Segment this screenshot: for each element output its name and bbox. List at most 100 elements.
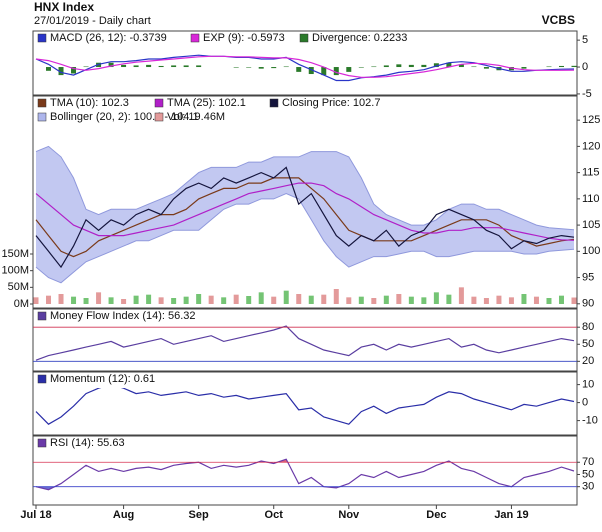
bar: [421, 64, 427, 68]
bar: [296, 67, 302, 72]
bar: [158, 297, 164, 304]
legend-label: EXP (9): -0.5973: [203, 32, 285, 44]
bar: [183, 65, 189, 68]
y-tick-label: 95: [582, 271, 594, 283]
bar: [71, 296, 77, 304]
x-tick-label: Sep: [189, 509, 209, 521]
line: [35, 182, 575, 241]
bar: [246, 67, 252, 68]
y-tick-label: 0: [582, 61, 588, 73]
legend: MACD (26, 12): -0.3739 EXP (9): -0.5973 Di…: [34, 32, 415, 47]
plot: [35, 383, 575, 425]
y-tick-label: 105: [582, 219, 600, 231]
legend-swatch: [154, 98, 164, 108]
plot: [35, 54, 577, 82]
legend: Momentum (12): 0.61: [34, 373, 163, 388]
bar: [196, 294, 202, 304]
y-tick-label: 30: [582, 481, 594, 493]
bar: [358, 296, 364, 304]
line: [35, 54, 575, 82]
bar: [433, 292, 439, 304]
legend-label: Divergence: 0.2233: [312, 32, 407, 44]
bar: [471, 66, 477, 68]
y-tick-label: 110: [582, 193, 600, 205]
y-tick-label: 100: [582, 245, 600, 257]
bar: [158, 65, 164, 68]
bar: [46, 67, 52, 71]
legend-label: Money Flow Index (14): 56.32: [50, 310, 196, 322]
legend-label: Closing Price: 102.7: [282, 97, 380, 109]
legend-swatch: [37, 311, 47, 321]
bar: [33, 297, 39, 304]
y-tick-label: 5: [582, 34, 588, 46]
legend-swatch: [269, 98, 279, 108]
bar: [46, 295, 52, 304]
bar: [108, 297, 114, 304]
legend-label: TMA (25): 102.1: [167, 97, 246, 109]
bar: [546, 298, 552, 304]
legend-bg: [34, 437, 132, 452]
bar: [246, 296, 252, 304]
plot: [33, 145, 577, 304]
x-tick-label: Oct: [265, 509, 284, 521]
bar: [108, 62, 114, 68]
y-tick-label: 125: [582, 114, 600, 126]
plot: [33, 325, 577, 362]
y2-tick-label: 100M: [1, 265, 29, 277]
bar: [558, 65, 564, 68]
chart-subtitle: 27/01/2019 - Daily chart: [34, 15, 151, 27]
legend-bg: [34, 373, 163, 388]
bar: [571, 297, 577, 304]
line: [35, 325, 575, 361]
bar: [458, 64, 464, 68]
legend-label: RSI (14): 55.63: [50, 437, 125, 449]
legend-swatch: [37, 98, 47, 108]
bar: [408, 64, 414, 68]
bar: [296, 294, 302, 304]
bar: [83, 298, 89, 304]
bar: [346, 297, 352, 304]
y-tick-label: 10: [582, 379, 594, 391]
bar: [383, 65, 389, 68]
legend: RSI (14): 55.63: [34, 437, 132, 452]
y2-tick-label: 50M: [8, 281, 29, 293]
y-tick-label: -10: [582, 415, 598, 427]
legend-swatch: [299, 33, 309, 43]
bar: [446, 294, 452, 304]
chart-title: HNX Index: [34, 0, 94, 14]
bar: [196, 65, 202, 68]
bollinger-band: [36, 146, 574, 283]
legend-label: Momentum (12): 0.61: [50, 373, 155, 385]
bar: [133, 295, 139, 304]
bar: [396, 64, 402, 68]
bar: [396, 294, 402, 304]
legend-swatch: [37, 112, 47, 122]
bar: [571, 65, 577, 68]
legend-bg: [34, 97, 388, 126]
bar: [546, 66, 552, 68]
bar: [321, 67, 327, 76]
legend-bg: [34, 310, 203, 325]
bar: [96, 292, 102, 304]
line: [35, 458, 575, 491]
legend-swatch: [190, 33, 200, 43]
bar: [308, 67, 314, 75]
y-tick-label: 50: [582, 468, 594, 480]
bar: [408, 296, 414, 304]
bollinger-lower: [35, 193, 575, 284]
line: [35, 166, 575, 269]
bar: [183, 296, 189, 304]
bar: [421, 297, 427, 304]
bar: [471, 296, 477, 304]
line: [35, 383, 575, 425]
bar: [221, 297, 227, 304]
bar: [58, 67, 64, 76]
bar: [371, 66, 377, 68]
bar: [83, 66, 89, 68]
bar: [521, 67, 527, 69]
bar: [208, 295, 214, 304]
legend-swatch: [37, 374, 47, 384]
x-tick-label: Dec: [426, 509, 446, 521]
